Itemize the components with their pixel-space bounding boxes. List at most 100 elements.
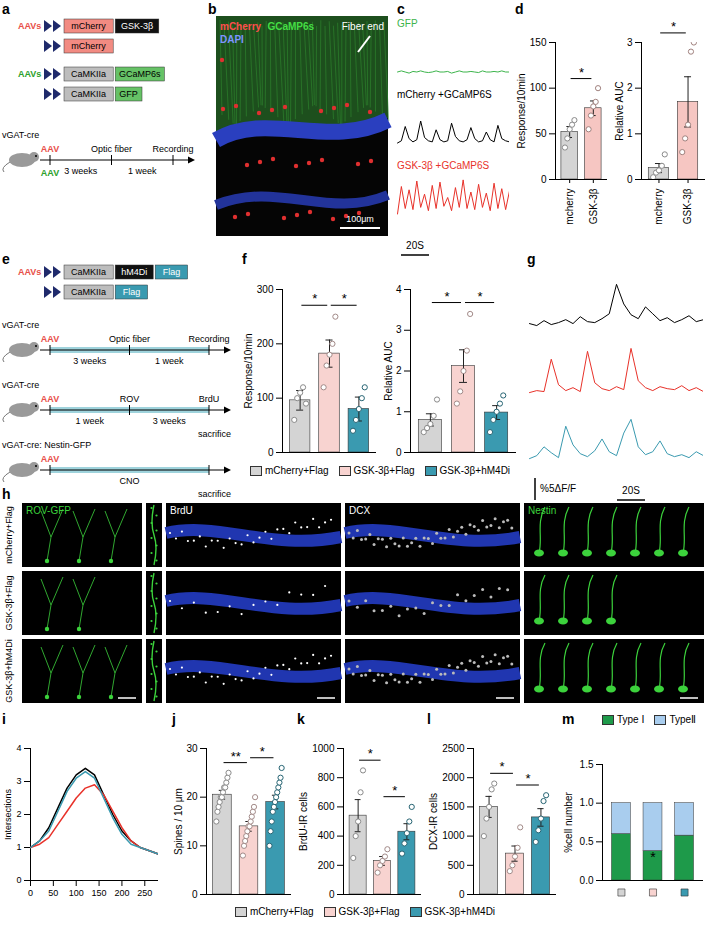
svg-text:mCherry: mCherry (71, 21, 106, 31)
svg-text:30: 30 (186, 743, 198, 754)
svg-text:CaMKIIa: CaMKIIa (71, 267, 106, 277)
svg-text:*: * (478, 289, 483, 304)
svg-text:0: 0 (16, 875, 21, 885)
svg-text:250: 250 (137, 888, 152, 898)
svg-text:Fiber end: Fiber end (342, 21, 384, 32)
svg-text:AAVs: AAVs (18, 69, 41, 79)
svg-text:50: 50 (48, 888, 58, 898)
svg-text:*: * (312, 291, 317, 306)
svg-text:1000: 1000 (312, 743, 335, 754)
svg-text:0.5: 0.5 (580, 836, 594, 847)
svg-text:mcherry: mcherry (564, 189, 575, 225)
svg-text:3: 3 (627, 37, 633, 48)
svg-text:400: 400 (318, 830, 335, 841)
svg-text:AAV: AAV (41, 144, 59, 154)
svg-text:1.5: 1.5 (580, 759, 594, 770)
svg-text:GSK-3β+Flag: GSK-3β+Flag (4, 576, 14, 631)
svg-text:DCX: DCX (349, 505, 370, 516)
svg-text:AAVs: AAVs (18, 21, 41, 31)
svg-text:800: 800 (318, 772, 335, 783)
svg-text:Relative AUC: Relative AUC (614, 81, 625, 140)
svg-text:200: 200 (318, 860, 335, 871)
svg-text:100: 100 (69, 888, 84, 898)
svg-text:*: * (368, 746, 373, 761)
svg-text:Response/10min: Response/10min (243, 333, 254, 408)
svg-text:1000: 1000 (442, 830, 465, 841)
svg-text:1: 1 (396, 406, 402, 417)
svg-text:mCherry: mCherry (220, 21, 262, 32)
svg-text:*: * (260, 744, 265, 759)
svg-text:GSK-3β: GSK-3β (121, 21, 153, 31)
svg-text:BrdU: BrdU (170, 505, 193, 516)
svg-text:1 week: 1 week (155, 356, 184, 366)
svg-text:1.0: 1.0 (580, 797, 594, 808)
svg-text:sacrifice: sacrifice (198, 429, 231, 439)
svg-text:3: 3 (396, 324, 402, 335)
svg-text:CaMKIIa: CaMKIIa (71, 287, 106, 297)
svg-text:200: 200 (257, 338, 274, 349)
svg-text:20S: 20S (622, 485, 640, 496)
svg-text:AAV: AAV (41, 334, 59, 344)
svg-text:*: * (444, 289, 449, 304)
svg-text:DAPI: DAPI (220, 34, 244, 45)
svg-text:Nestin: Nestin (528, 505, 556, 516)
svg-text:vGAT-cre: vGAT-cre (2, 380, 39, 390)
svg-text:1500: 1500 (442, 801, 465, 812)
svg-text:mCherry: mCherry (71, 41, 106, 51)
svg-text:20: 20 (186, 791, 198, 802)
svg-text:BrdU: BrdU (199, 394, 220, 404)
svg-text:100: 100 (257, 392, 274, 403)
svg-text:GSK-3β: GSK-3β (588, 188, 599, 224)
svg-text:50: 50 (535, 128, 547, 139)
svg-text:500: 500 (448, 860, 465, 871)
svg-text:CaMKIIa: CaMKIIa (71, 69, 106, 79)
svg-text:2500: 2500 (442, 743, 465, 754)
svg-text:GSK-3β+hM4Di: GSK-3β+hM4Di (4, 639, 14, 702)
svg-text:1: 1 (16, 842, 21, 852)
svg-text:AAVs: AAVs (18, 267, 41, 277)
svg-text:%cell number: %cell number (563, 792, 574, 853)
svg-text:3 weeks: 3 weeks (64, 166, 98, 176)
svg-text:2: 2 (16, 809, 21, 819)
svg-text:0: 0 (28, 888, 33, 898)
svg-text:*: * (579, 65, 584, 80)
svg-text:Optic fiber: Optic fiber (91, 144, 132, 154)
svg-text:mcherry: mcherry (653, 189, 664, 225)
svg-text:2: 2 (627, 82, 633, 93)
svg-text:GCaMP6s: GCaMP6s (267, 21, 314, 32)
svg-text:1 week: 1 week (128, 166, 157, 176)
svg-text:100: 100 (530, 82, 547, 93)
svg-text:GCaMP6s: GCaMP6s (119, 69, 161, 79)
svg-text:0: 0 (329, 889, 335, 900)
svg-text:Flag: Flag (163, 267, 181, 277)
svg-text:*: * (650, 849, 656, 865)
svg-text:4: 4 (396, 284, 402, 295)
svg-text:BrdU-IR cells: BrdU-IR cells (298, 792, 309, 851)
svg-text:sacrifice: sacrifice (198, 489, 231, 499)
svg-text:AAV: AAV (41, 394, 59, 404)
svg-text:AAV: AAV (41, 454, 59, 464)
svg-text:300: 300 (257, 284, 274, 295)
svg-text:Flag: Flag (123, 287, 141, 297)
svg-text:*: * (525, 771, 530, 786)
svg-text:ROV: ROV (120, 394, 140, 404)
svg-text:10: 10 (186, 840, 198, 851)
svg-text:20S: 20S (406, 240, 424, 251)
svg-text:0: 0 (541, 174, 547, 185)
svg-text:Response/10min: Response/10min (516, 73, 527, 148)
svg-text:ROV-GFP: ROV-GFP (26, 505, 71, 516)
svg-text:*: * (500, 759, 505, 774)
svg-text:1 week: 1 week (75, 416, 104, 426)
svg-text:600: 600 (318, 801, 335, 812)
svg-text:3 weeks: 3 weeks (73, 356, 107, 366)
svg-text:0: 0 (268, 447, 274, 458)
svg-text:3: 3 (16, 776, 21, 786)
svg-text:2: 2 (396, 365, 402, 376)
svg-text:hM4Di: hM4Di (121, 267, 147, 277)
svg-text:0: 0 (396, 447, 402, 458)
svg-text:vGAT-cre: vGAT-cre (2, 130, 39, 140)
svg-text:Optic fiber: Optic fiber (109, 334, 150, 344)
svg-text:*: * (392, 783, 397, 798)
svg-text:2000: 2000 (442, 772, 465, 783)
svg-text:Spines / 10 μm: Spines / 10 μm (173, 788, 184, 855)
